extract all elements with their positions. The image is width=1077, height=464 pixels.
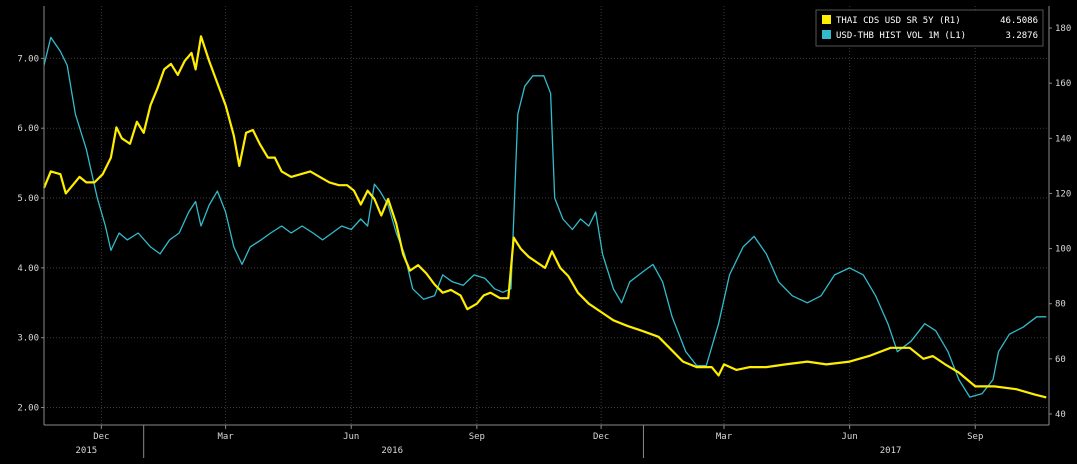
- right-tick-label-5: 140: [1055, 134, 1071, 144]
- left-tick-label-1: 3.00: [17, 334, 39, 344]
- month-tick-label-0: Dec: [93, 432, 109, 442]
- month-tick-label-2: Jun: [343, 432, 359, 442]
- right-tick-label-6: 160: [1055, 79, 1071, 89]
- year-label-2: 2017: [880, 446, 902, 456]
- left-tick-label-5: 7.00: [17, 54, 39, 64]
- grid-layer: [44, 6, 1049, 425]
- month-tick-label-5: Mar: [716, 432, 733, 442]
- month-tick-label-4: Dec: [593, 432, 609, 442]
- axes-layer: [43, 6, 1050, 426]
- series-line-vol: [43, 36, 1047, 398]
- series-layer: [42, 35, 1047, 399]
- legend-label-cds: THAI CDS USD SR 5Y (R1): [836, 16, 961, 26]
- left-tick-label-3: 5.00: [17, 194, 39, 204]
- year-label-0: 2015: [75, 446, 97, 456]
- month-tick-label-7: Sep: [967, 432, 983, 442]
- left-tick-label-0: 2.00: [17, 404, 39, 414]
- legend: THAI CDS USD SR 5Y (R1) 46.5086 USD-THB …: [815, 9, 1044, 47]
- right-tick-label-7: 180: [1055, 24, 1071, 34]
- series-line-cds: [42, 35, 1047, 399]
- right-tick-label-1: 60: [1055, 355, 1066, 365]
- month-tick-label-3: Sep: [469, 432, 485, 442]
- month-tick-label-1: Mar: [217, 432, 234, 442]
- legend-swatch-vol: [822, 30, 831, 39]
- right-tick-label-3: 100: [1055, 245, 1071, 255]
- legend-swatch-cds: [822, 15, 831, 24]
- right-tick-label-0: 40: [1055, 410, 1066, 420]
- legend-value-cds: 46.5086: [1000, 16, 1038, 26]
- right-tick-label-4: 120: [1055, 189, 1071, 199]
- left-tick-label-4: 6.00: [17, 124, 39, 134]
- legend-label-vol: USD-THB HIST VOL 1M (L1): [836, 31, 966, 41]
- legend-value-vol: 3.2876: [1005, 31, 1038, 41]
- legend-box: [815, 9, 1044, 47]
- tick-layer: 2.00 3.00 4.00 5.00 6.00 7.00 40 60 80 100 120 140 1…: [17, 24, 1071, 458]
- year-label-1: 2016: [381, 446, 403, 456]
- left-tick-label-2: 4.00: [17, 264, 39, 274]
- right-tick-label-2: 80: [1055, 300, 1066, 310]
- month-tick-label-6: Jun: [842, 432, 858, 442]
